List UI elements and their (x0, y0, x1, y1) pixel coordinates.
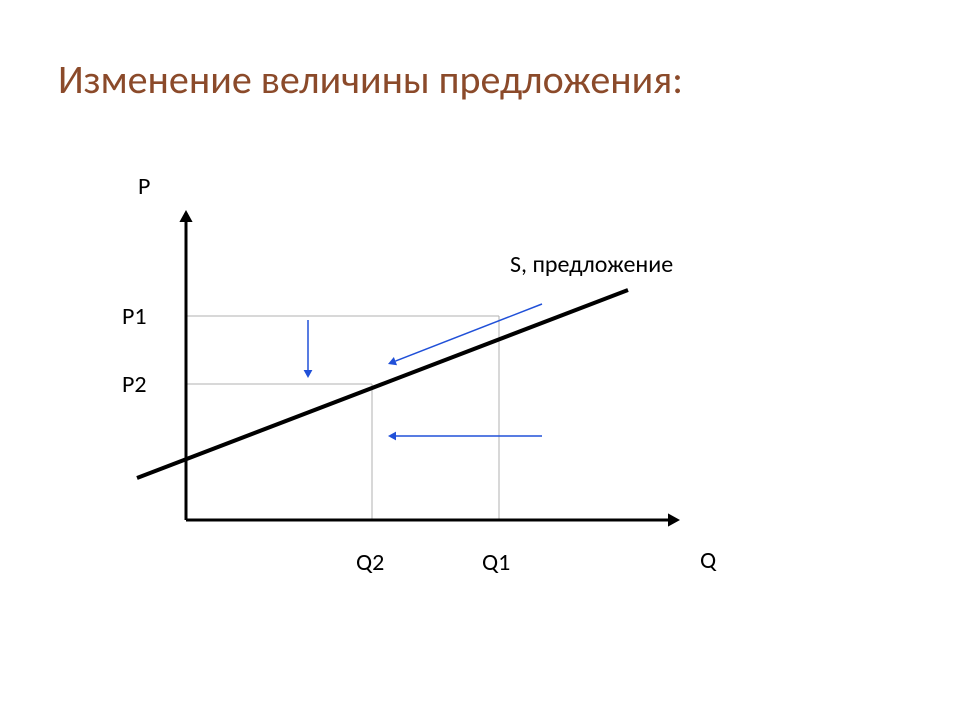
price-label-p2: P2 (122, 370, 147, 399)
supply-chart (0, 0, 960, 720)
quantity-label-q2: Q2 (356, 548, 384, 577)
axis-label-p: P (138, 172, 150, 201)
quantity-label-q1: Q1 (482, 548, 510, 577)
supply-curve-label: S, предложение (510, 250, 673, 279)
price-label-p1: P1 (122, 302, 147, 331)
axis-label-q: Q (700, 546, 716, 575)
